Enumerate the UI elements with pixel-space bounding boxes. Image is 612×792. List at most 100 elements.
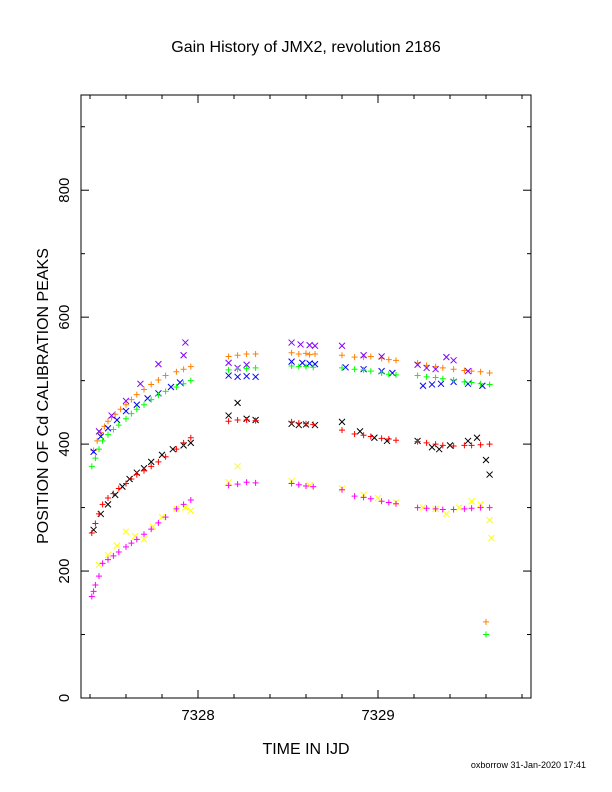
data-point [128,410,135,417]
data-point [180,351,187,359]
data-point [439,364,446,371]
data-point [477,504,484,511]
data-point [137,380,144,388]
data-point [306,351,313,358]
data-point [252,364,259,371]
data-point [234,462,241,470]
data-point [439,375,446,382]
data-point [96,573,102,580]
data-point [378,353,385,360]
data-point [141,531,147,538]
data-point [252,417,259,424]
data-point [140,535,148,543]
data-point [461,442,468,449]
data-point [306,482,313,489]
data-point [95,561,103,569]
data-point [141,467,147,474]
data-point [88,529,95,536]
data-point [104,424,112,432]
x-tick-label: 7328 [181,707,214,724]
data-point [155,458,162,465]
data-point [252,350,259,357]
y-tick-label: 800 [56,178,73,203]
data-point [385,436,392,443]
data-point [243,350,250,357]
data-point [187,434,194,441]
data-point [105,556,111,563]
data-point [339,486,345,493]
data-point [123,401,129,408]
data-point [477,501,484,508]
data-point [115,549,122,556]
data-point [155,360,162,368]
data-point [486,370,493,377]
data-point [464,437,472,445]
data-point [133,471,140,478]
data-point [419,382,427,390]
data-point [96,510,102,517]
data-point [141,401,147,408]
footer-credit: oxborrow 31-Jan-2020 17:41 [471,760,586,770]
data-point [133,401,141,409]
data-point [432,374,439,381]
data-point [90,447,97,454]
data-point [225,418,232,425]
data-point [162,388,169,395]
data-point [148,381,155,388]
data-point [288,480,295,487]
series-3 [88,363,493,638]
data-point [385,356,392,363]
data-point [360,432,367,439]
data-point [88,593,95,600]
data-marks [88,339,495,638]
data-point [414,504,421,511]
data-point [148,396,155,403]
data-point [123,480,129,487]
data-point [133,536,140,543]
axis-ticks [81,95,531,699]
data-point [158,513,166,521]
data-point [439,506,446,513]
data-point [94,437,101,444]
data-point [468,442,475,449]
data-point [155,392,162,399]
data-point [148,463,155,470]
data-point [437,380,445,388]
data-point [367,353,374,360]
data-point [225,353,232,360]
data-point [310,364,317,371]
data-point [473,434,481,442]
data-point [443,353,450,361]
series-7 [88,479,493,600]
data-point [173,446,180,453]
data-point [169,445,177,453]
data-point [477,441,484,448]
data-point [234,399,241,407]
data-point [288,349,295,356]
data-point [461,378,468,385]
data-point [393,500,399,507]
data-point [122,397,130,405]
data-point [468,368,475,375]
data-point [450,366,457,373]
data-point [234,481,241,488]
data-point [128,540,135,547]
data-point [92,582,99,589]
data-point [288,418,295,425]
data-point [446,442,454,449]
data-point [468,497,475,505]
data-point [288,358,295,365]
data-point [123,543,129,550]
chart-title: Gain History of JMX2, revolution 2186 [171,39,441,56]
data-point [252,373,259,381]
data-point [187,496,194,503]
data-point [99,437,106,444]
y-tick-label: 200 [56,559,73,584]
data-point [393,371,399,378]
data-point [99,560,106,567]
data-point [450,376,457,383]
data-point [310,483,317,490]
data-point [110,552,117,559]
data-point [180,501,187,508]
data-point [252,479,259,486]
